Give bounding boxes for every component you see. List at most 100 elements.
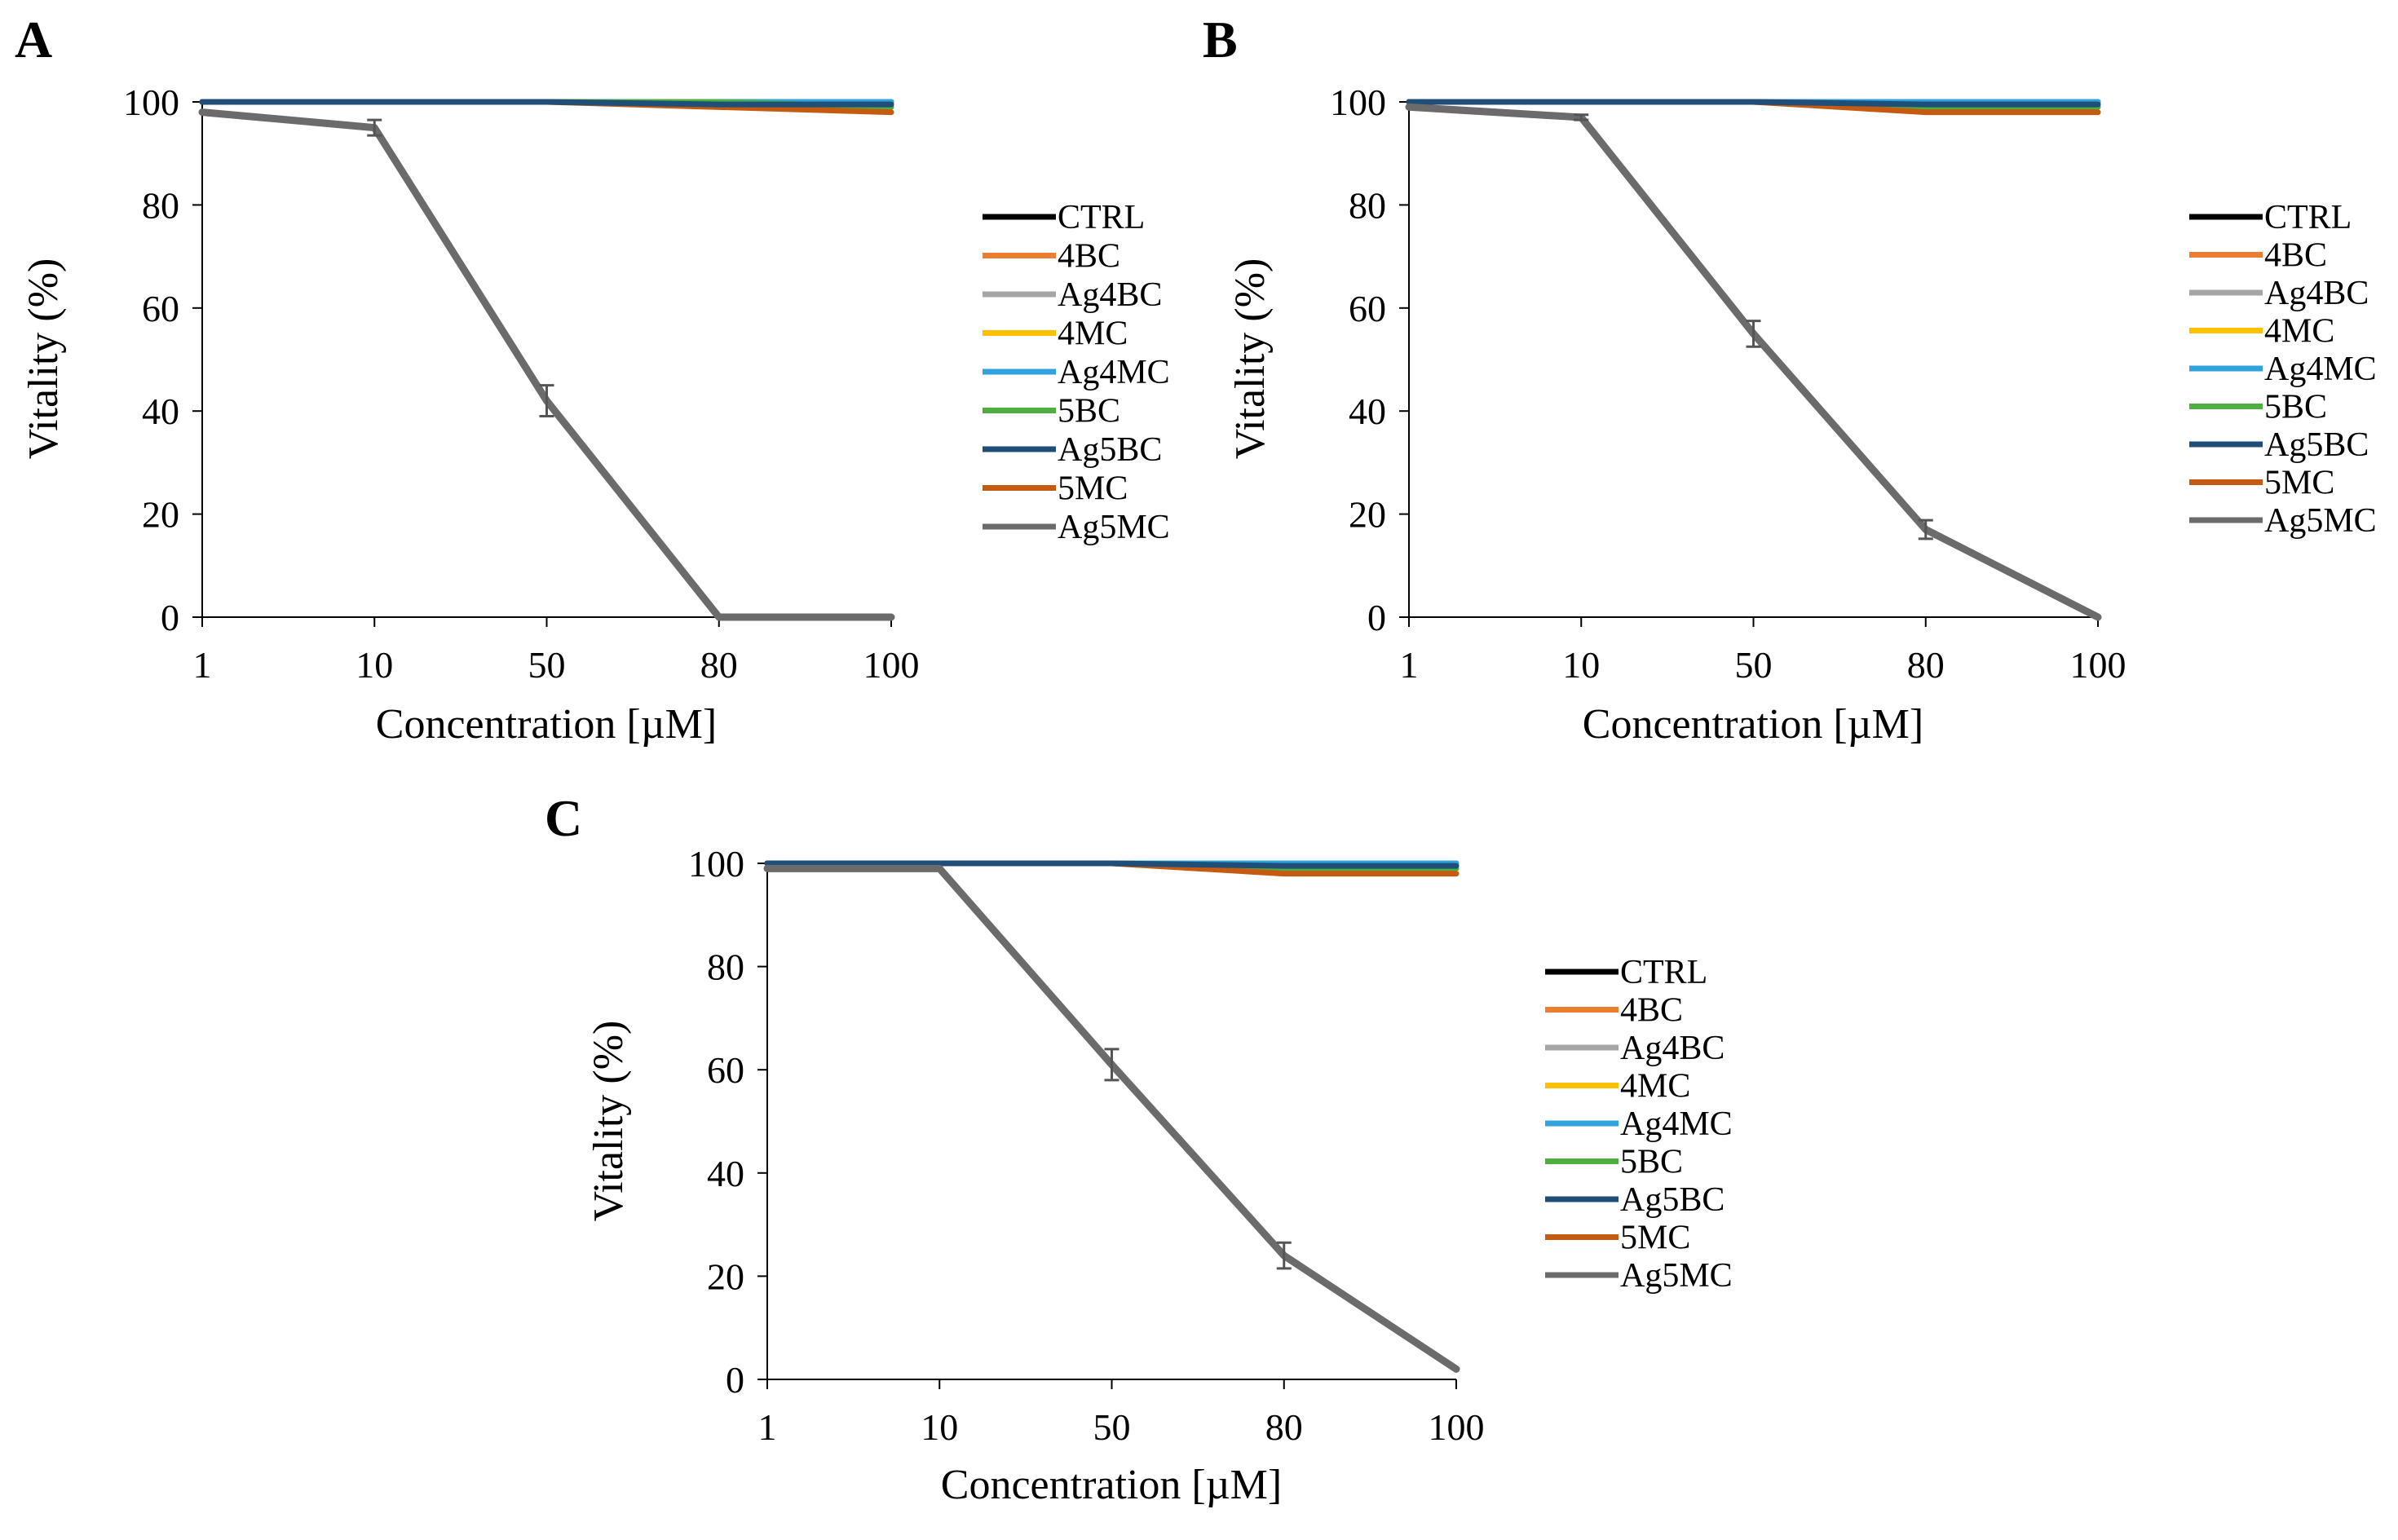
legend-label: 4MC xyxy=(1058,316,1128,353)
legend-item-ag5mc: Ag5MC xyxy=(1545,1257,1733,1295)
legend-item-4bc: 4BC xyxy=(2189,237,2327,275)
series-line-ag5mc xyxy=(198,108,895,621)
legend-item-5bc: 5BC xyxy=(983,393,1120,430)
legend-label: Ag4MC xyxy=(1620,1105,1733,1143)
x-axis-title: Concentration [µM] xyxy=(1583,701,1923,748)
y-tick-label: 80 xyxy=(142,184,179,226)
y-tick-label: 40 xyxy=(1349,391,1386,432)
legend-item-ag4bc: Ag4BC xyxy=(2189,275,2369,312)
legend-label: Ag5MC xyxy=(1620,1257,1733,1295)
legend-label: Ag5BC xyxy=(1058,431,1162,469)
legend-item-4mc: 4MC xyxy=(2189,313,2334,351)
legend-item-ctrl: CTRL xyxy=(1545,954,1707,991)
legend-label: 4BC xyxy=(1058,238,1120,276)
legend-item-5mc: 5MC xyxy=(2189,465,2334,502)
x-tick-label: 50 xyxy=(528,644,566,686)
legend-item-ag5mc: Ag5MC xyxy=(2189,502,2377,540)
series-line-ag5mc xyxy=(763,864,1460,1373)
x-tick-label: 1 xyxy=(193,644,212,686)
legend-item-5mc: 5MC xyxy=(983,470,1128,508)
legend-label: 5MC xyxy=(2264,465,2334,502)
error-bar xyxy=(1276,1241,1292,1270)
legend-item-ag4bc: Ag4BC xyxy=(1545,1030,1725,1067)
legend-item-ag4bc: Ag4BC xyxy=(983,276,1162,314)
x-tick-label: 1 xyxy=(1400,644,1419,686)
series-line-ag5mc xyxy=(1405,103,2102,621)
x-tick-label: 80 xyxy=(700,644,738,686)
error-bar xyxy=(539,384,554,418)
x-tick-label: 50 xyxy=(1735,644,1773,686)
y-tick-label: 60 xyxy=(1349,288,1386,329)
y-tick-label: 0 xyxy=(726,1359,744,1401)
x-tick-label: 80 xyxy=(1265,1406,1303,1448)
x-tick-label: 10 xyxy=(1562,644,1600,686)
legend-item-ag5mc: Ag5MC xyxy=(983,509,1170,546)
error-bar xyxy=(1918,518,1933,541)
x-tick-label: 50 xyxy=(1093,1406,1131,1448)
legend-item-ag5bc: Ag5BC xyxy=(983,431,1162,469)
legend-label: 4BC xyxy=(1620,992,1683,1030)
legend-item-5mc: 5MC xyxy=(1545,1220,1690,1257)
y-tick-label: 80 xyxy=(1349,184,1386,226)
legend-item-4bc: 4BC xyxy=(1545,992,1683,1030)
y-tick-label: 100 xyxy=(688,843,744,885)
error-bar xyxy=(367,118,382,137)
legend-label: 5BC xyxy=(2264,389,2327,426)
legend-label: Ag4MC xyxy=(1058,354,1170,391)
legend-label: 4MC xyxy=(2264,313,2334,351)
legend-label: 4BC xyxy=(2264,237,2327,275)
legend-item-ag5bc: Ag5BC xyxy=(2189,426,2369,464)
legend-label: Ag5MC xyxy=(1058,509,1170,546)
chart-panel-c: C 0 20 40 60 80 100 1 10 50 80 100 Concentration [µM… xyxy=(545,789,1733,1508)
chart-panel-b: B 0 20 40 60 80 100 1 10 50 80 100 Concentration [µM… xyxy=(1203,11,2377,748)
x-tick-label: 1 xyxy=(758,1406,777,1448)
y-tick-label: 20 xyxy=(707,1255,744,1297)
y-tick-label: 60 xyxy=(142,288,179,329)
legend-item-5bc: 5BC xyxy=(2189,389,2327,426)
y-tick-label: 100 xyxy=(123,82,179,123)
legend-label: Ag5MC xyxy=(2264,502,2377,540)
legend-item-ag4mc: Ag4MC xyxy=(983,354,1170,391)
legend-label: 5BC xyxy=(1620,1144,1683,1181)
series-line-ag5bc xyxy=(1406,99,2101,108)
y-axis-title: Vitality (%) xyxy=(585,1021,632,1222)
y-tick-label: 20 xyxy=(1349,494,1386,536)
legend-label: Ag4MC xyxy=(2264,351,2377,388)
y-tick-label: 40 xyxy=(707,1153,744,1194)
legend-label: Ag4BC xyxy=(2264,275,2369,312)
panel-letter: A xyxy=(15,11,52,68)
legend-item-5bc: 5BC xyxy=(1545,1144,1683,1181)
legend-label: 5MC xyxy=(1058,470,1128,508)
legend-label: CTRL xyxy=(1058,199,1145,236)
y-tick-label: 0 xyxy=(1367,597,1386,638)
y-axis-title: Vitality (%) xyxy=(20,258,67,460)
legend-label: CTRL xyxy=(2264,199,2352,236)
error-bar xyxy=(1104,1048,1120,1082)
series-line-ag5bc xyxy=(764,860,1460,869)
x-axis-title: Concentration [µM] xyxy=(376,701,717,748)
panel-letter: B xyxy=(1203,11,1238,68)
x-tick-label: 10 xyxy=(356,644,393,686)
legend-label: CTRL xyxy=(1620,954,1707,991)
y-tick-label: 40 xyxy=(142,391,179,432)
legend-label: 5MC xyxy=(1620,1220,1690,1257)
y-tick-label: 60 xyxy=(707,1049,744,1091)
x-tick-label: 100 xyxy=(1429,1406,1485,1448)
legend-item-ctrl: CTRL xyxy=(2189,199,2352,236)
x-tick-label: 100 xyxy=(863,644,920,686)
chart-panel-a: A 0 20 40 60 80 100 1 10 50 80 100 Concentration [µM… xyxy=(15,11,1170,748)
error-bar xyxy=(1574,113,1589,121)
legend-item-4mc: 4MC xyxy=(1545,1068,1690,1105)
x-tick-label: 80 xyxy=(1907,644,1945,686)
y-tick-label: 0 xyxy=(161,597,179,638)
panel-letter: C xyxy=(545,789,582,847)
error-bar xyxy=(1746,320,1761,348)
legend-item-4mc: 4MC xyxy=(983,316,1128,353)
legend-label: Ag5BC xyxy=(2264,426,2369,464)
legend-item-ag4mc: Ag4MC xyxy=(1545,1105,1733,1143)
y-axis-title: Vitality (%) xyxy=(1227,258,1274,460)
